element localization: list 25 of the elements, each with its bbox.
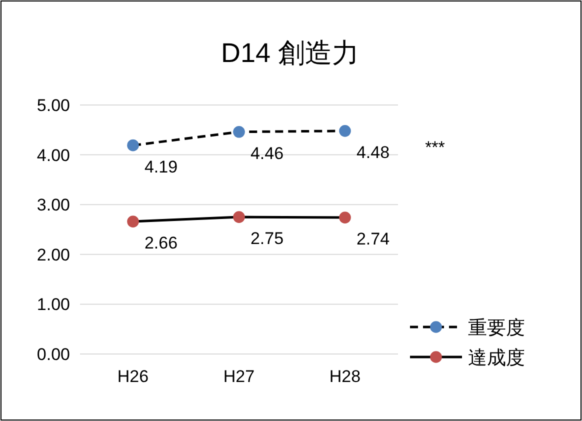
data-label: 4.19: [144, 157, 178, 176]
x-tick-label: H28: [329, 367, 361, 386]
legend-label: 達成度: [468, 347, 525, 369]
point: [233, 126, 245, 138]
x-tick-label: H27: [223, 367, 255, 386]
point: [339, 212, 351, 224]
y-tick-label: 0.00: [36, 345, 70, 364]
point: [127, 139, 139, 152]
text: ***: [425, 138, 446, 157]
point: [127, 216, 139, 228]
data-label: 2.66: [144, 234, 178, 253]
data-label: 4.46: [250, 144, 284, 163]
y-tick-label: 2.00: [36, 245, 70, 264]
y-tick-label: 4.00: [36, 146, 70, 165]
y-tick-label: 5.00: [36, 96, 70, 115]
y-tick-label: 3.00: [36, 196, 70, 215]
chart-title: D14 創造力: [220, 38, 360, 68]
data-label: 2.74: [356, 230, 390, 249]
point: [233, 211, 245, 223]
point: [339, 124, 351, 137]
y-tick-label: 1.00: [36, 295, 70, 314]
x-tick-label: H26: [117, 367, 149, 386]
data-label: 2.75: [250, 229, 284, 248]
data-label: 4.48: [356, 142, 390, 162]
legend-label: 重要度: [468, 317, 525, 339]
